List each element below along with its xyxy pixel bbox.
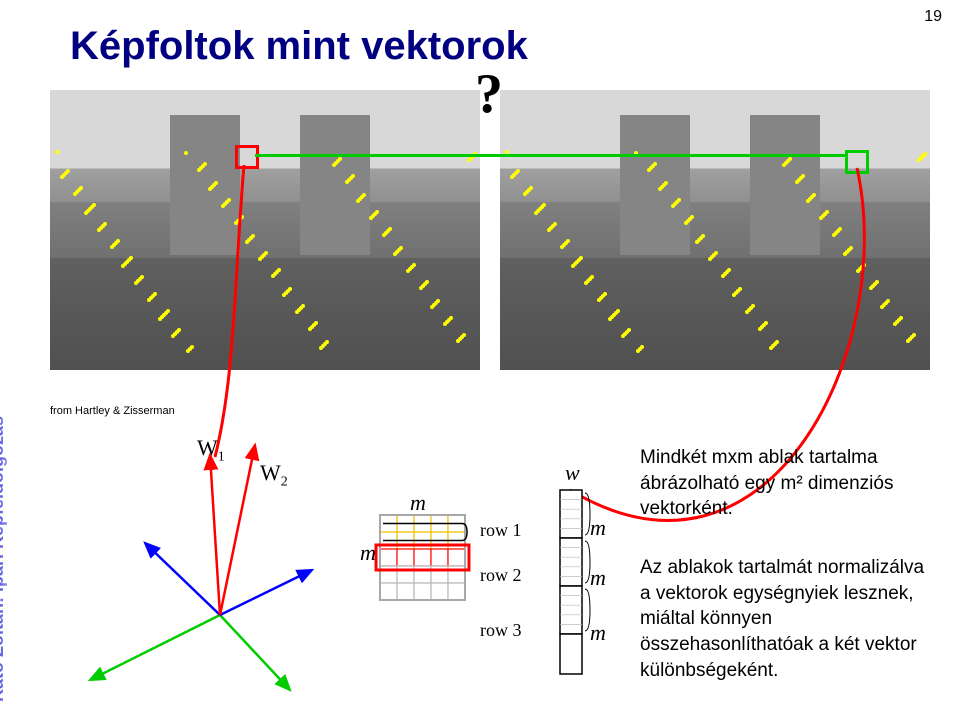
label-w-vec: w <box>565 460 580 486</box>
sidebar-credit: Kató Zoltán: Ipari Képfeldolgozás <box>0 416 8 702</box>
label-m-vec1: m <box>590 515 606 541</box>
red-patch-left <box>235 145 259 169</box>
page-number: 19 <box>924 8 942 26</box>
label-row3: row 3 <box>480 620 522 641</box>
slide-title: Képfoltok mint vektorok <box>70 24 528 69</box>
vector-diagram: from Hartley & Zisserman W1 W2 m m row 1… <box>50 405 930 705</box>
patch-grid <box>50 405 530 705</box>
paragraph-2: Az ablakok tartalmát normalizálva a vekt… <box>640 555 930 683</box>
green-patch-right <box>845 150 869 174</box>
question-mark: ? <box>475 62 503 126</box>
label-row2: row 2 <box>480 565 522 586</box>
label-row1: row 1 <box>480 520 522 541</box>
building-left <box>50 90 480 370</box>
green-correspondence-line <box>255 154 845 157</box>
label-m-top: m <box>410 490 426 516</box>
label-m-vec3: m <box>590 620 606 646</box>
building-right <box>500 90 930 370</box>
paragraph-1: Mindkét mxm ablak tartalma ábrázolható e… <box>640 445 930 522</box>
image-comparison: ? <box>50 90 930 370</box>
label-m-left: m <box>360 540 376 566</box>
label-m-vec2: m <box>590 565 606 591</box>
